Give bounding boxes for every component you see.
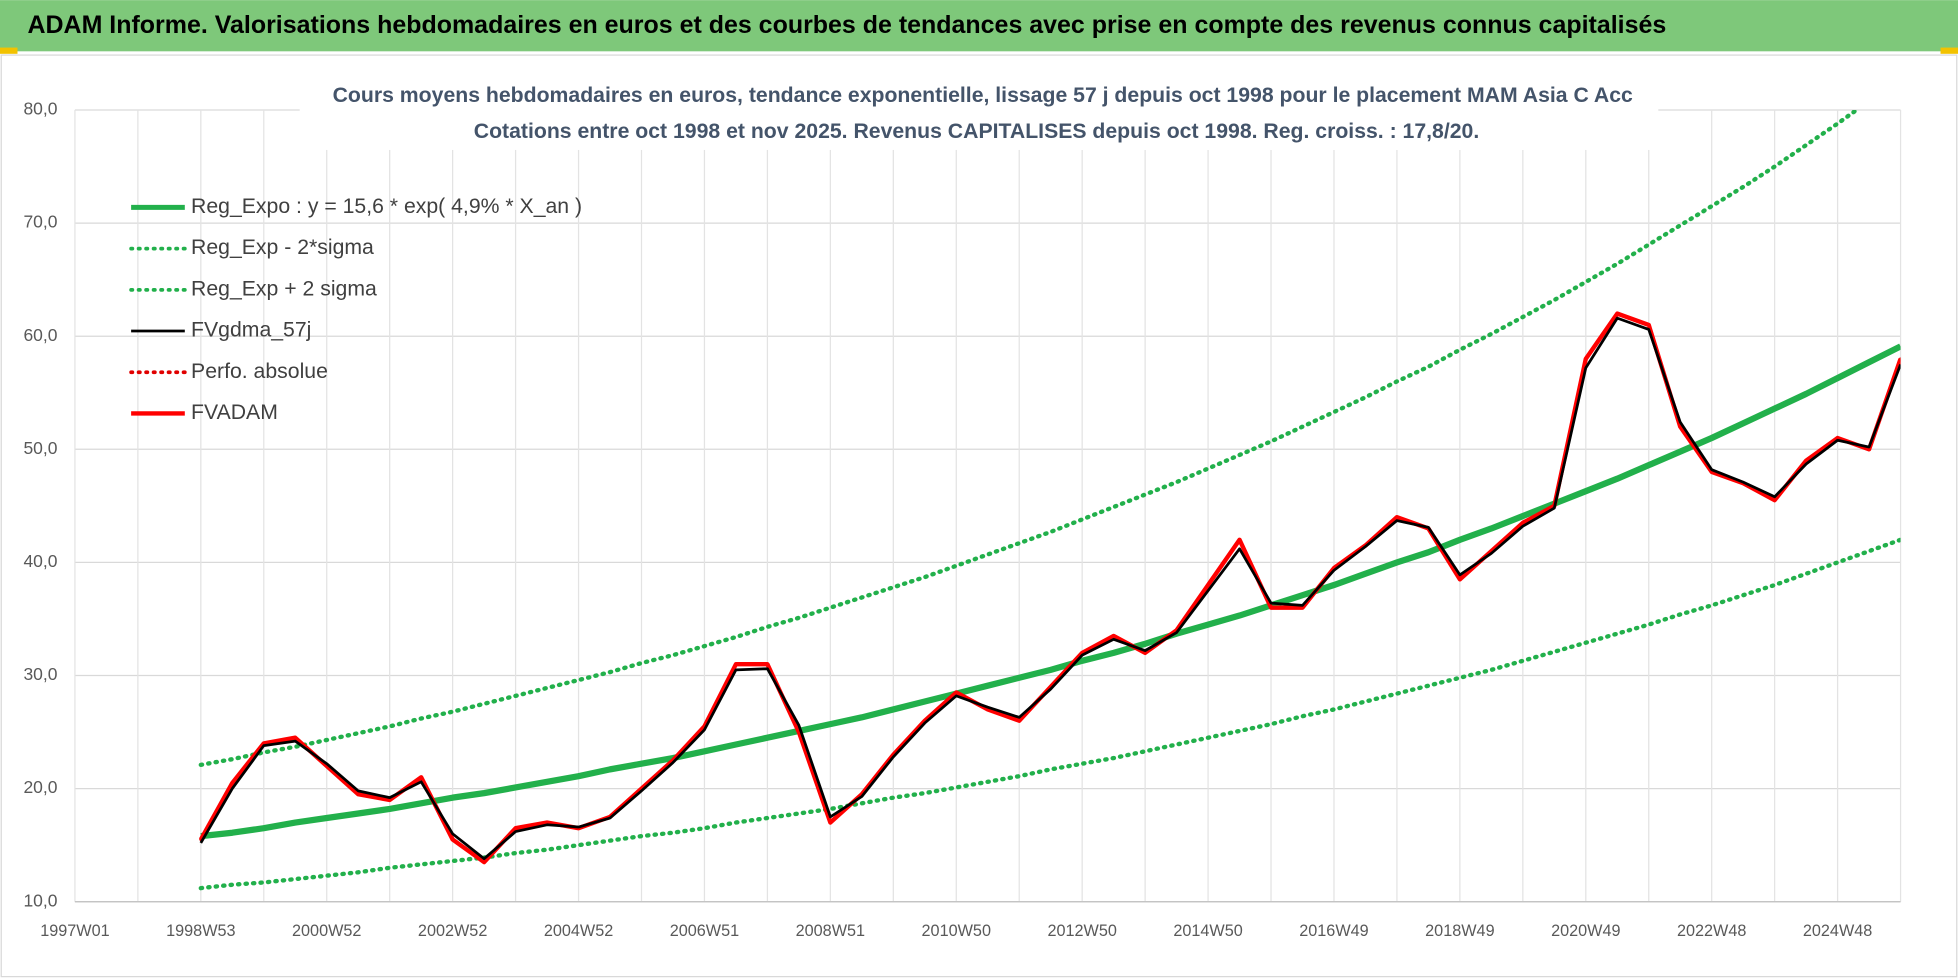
y-tick-label: 60,0 [23, 325, 57, 345]
x-tick-label: 2010W50 [922, 922, 991, 940]
legend-label: Perfo. absolue [191, 360, 328, 383]
y-tick-label: 50,0 [23, 438, 57, 458]
x-tick-label: 2008W51 [796, 922, 865, 940]
header-title: ADAM Informe. Valorisations hebdomadaire… [27, 11, 1666, 39]
x-tick-label: 2018W49 [1425, 922, 1494, 940]
x-tick-label: 1997W01 [40, 922, 109, 940]
corner [1940, 47, 1958, 54]
series-line [198, 110, 1861, 768]
x-tick-label: 1998W53 [166, 922, 235, 940]
chart-border [0, 54, 1958, 978]
title-box [299, 77, 1659, 150]
x-tick-label: 2004W52 [544, 922, 613, 940]
x-tick-label: 2006W51 [670, 922, 739, 940]
series-line [199, 316, 1901, 861]
legend-label: Reg_Expo : y = 15,6 * exp( 4,9% * X_an ) [191, 195, 582, 218]
x-tick-label: 2012W50 [1047, 922, 1116, 940]
chart-subtitle: Cotations entre oct 1998 et nov 2025. Re… [474, 120, 1480, 143]
y-tick-label: 70,0 [23, 212, 57, 232]
legend-label: FVgdma_57j [191, 319, 311, 342]
x-tick-label: 2014W50 [1173, 922, 1242, 940]
y-tick-label: 20,0 [23, 777, 57, 797]
x-tick-label: 2022W48 [1677, 922, 1746, 940]
series-line [200, 343, 1901, 840]
legend-label: Reg_Exp - 2*sigma [191, 236, 374, 259]
series-line [198, 311, 1901, 865]
x-tick-label: 2000W52 [292, 922, 361, 940]
x-tick-label: 2016W49 [1299, 922, 1368, 940]
y-tick-label: 40,0 [23, 551, 57, 571]
corner [0, 47, 18, 54]
chart-title: Cours moyens hebdomadaires en euros, ten… [333, 84, 1633, 107]
y-tick-label: 10,0 [23, 890, 57, 910]
legend-label: Reg_Exp + 2 sigma [191, 277, 377, 300]
legend-label: FVADAM [191, 401, 278, 424]
x-tick-label: 2020W49 [1551, 922, 1620, 940]
legend: Reg_Expo : y = 15,6 * exp( 4,9% * X_an )… [129, 195, 582, 424]
header-bar [0, 0, 1958, 52]
y-tick-label: 80,0 [23, 99, 57, 119]
y-tick-label: 30,0 [23, 664, 57, 684]
x-tick-label: 2002W52 [418, 922, 487, 940]
series-group [198, 110, 1901, 891]
x-tick-label: 2024W48 [1803, 922, 1872, 940]
grid: 10,0 20,0 30,0 40,0 50,0 60,0 70,0 80,0 1997W01 1… [23, 99, 1902, 940]
